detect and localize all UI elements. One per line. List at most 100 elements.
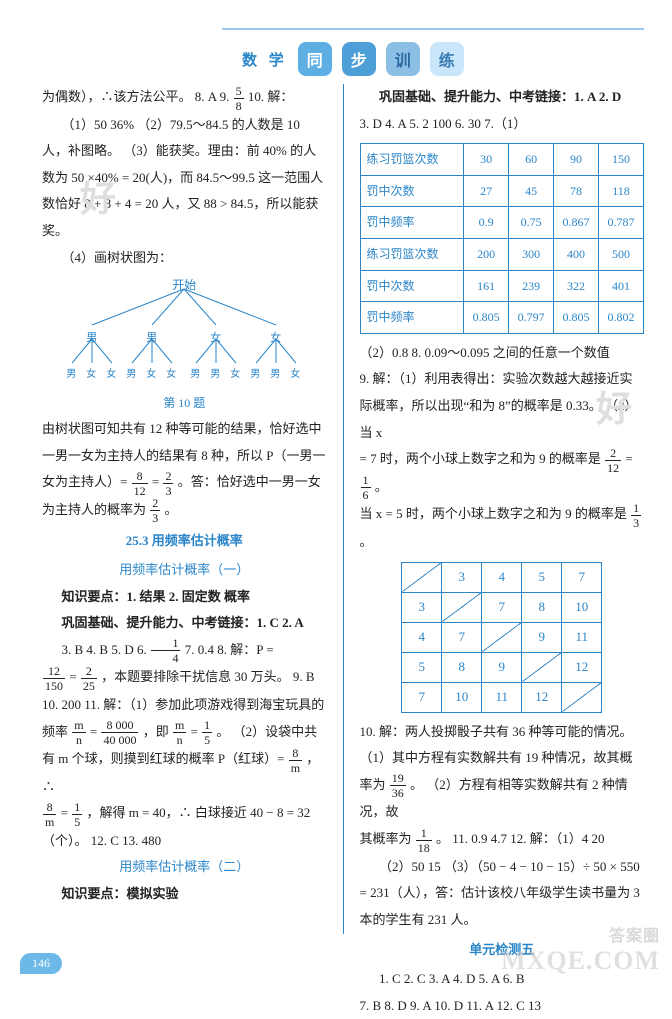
sum-grid: 34573781047911589127101112 xyxy=(401,562,602,713)
table-cell: 罚中次数 xyxy=(360,175,464,207)
line3: 3. B 4. B 5. D 6. 14 7. 0.4 8. 解：P = xyxy=(42,637,327,665)
badge-4: 练 xyxy=(430,42,464,76)
num: 1 xyxy=(631,502,641,516)
table-cell: 练习罚篮次数 xyxy=(360,239,464,271)
line7: 8m = 15 ，解得 m = 40，∴ 白球接近 40 − 8 = 32 xyxy=(42,800,327,828)
tree-l2: 女 xyxy=(146,365,156,386)
grid-cell: 3 xyxy=(402,592,442,622)
table-cell: 罚中频率 xyxy=(360,207,464,239)
grid-cell xyxy=(442,592,482,622)
tree-diagram: 开始 男 男 女 女 xyxy=(54,277,314,387)
num: 8 xyxy=(43,801,56,815)
table-cell: 300 xyxy=(509,239,554,271)
grid-cell xyxy=(562,682,602,712)
fraction: mn xyxy=(173,719,186,746)
text: 3. B 4. B 5. D 6. xyxy=(62,642,150,657)
tree-root: 开始 xyxy=(172,273,196,298)
num: 1 xyxy=(72,801,82,815)
text: 有 m 个球，则摸到红球的概率 P（红球）= xyxy=(42,751,288,766)
num: 1 xyxy=(151,637,181,651)
fraction: 58 xyxy=(234,85,244,112)
right-p6: 其概率为 118 。 11. 0.9 4.7 12. 解：（1）4 20 xyxy=(360,826,645,854)
left-p1: 为偶数），∴该方法公平。 8. A 9. 58 10. 解： xyxy=(42,84,327,112)
grid-cell: 12 xyxy=(522,682,562,712)
den: 36 xyxy=(390,786,406,799)
content-columns: 为偶数），∴该方法公平。 8. A 9. 58 10. 解： （1）50 36%… xyxy=(42,84,644,934)
table-cell: 0.867 xyxy=(554,207,599,239)
table-cell: 0.805 xyxy=(554,302,599,334)
den: 5 xyxy=(202,733,212,746)
grid-header: 3 xyxy=(442,562,482,592)
header-title: 数 学 同 步 训 练 xyxy=(242,42,464,76)
left-p2: （1）50 36% （2）79.5～84.5 的人数是 10 人，补图略。 （3… xyxy=(42,112,327,245)
grid-cell: 9 xyxy=(482,652,522,682)
text: 其概率为 xyxy=(360,831,415,846)
fraction: 118 xyxy=(416,827,432,854)
badge-1: 同 xyxy=(298,42,332,76)
right-p3d: 当 x = 5 时，两个小球上数字之和为 9 的概率是 13 。 xyxy=(360,501,645,555)
grid-cell: 7 xyxy=(402,682,442,712)
num: 1 xyxy=(202,719,212,733)
page: 数 学 同 步 训 练 好 好 为偶数），∴该方法公平。 8. A 9. 58 … xyxy=(0,0,672,986)
grid-header: 7 xyxy=(562,562,602,592)
grid-cell: 10 xyxy=(442,682,482,712)
text: 。 xyxy=(360,534,373,549)
right-p3b: = 7 时，两个小球上数字之和为 9 的概率是 212 = 16 。 xyxy=(360,446,645,501)
line4: 12150 = 225 ，本题要排除干扰信息 30 万头。 9. B xyxy=(42,664,327,692)
num: m xyxy=(72,719,85,733)
left-column: 为偶数），∴该方法公平。 8. A 9. 58 10. 解： （1）50 36%… xyxy=(42,84,327,934)
table-cell: 0.75 xyxy=(509,207,554,239)
table-cell: 0.802 xyxy=(599,302,644,334)
table-cell: 0.805 xyxy=(464,302,509,334)
badge-3: 训 xyxy=(386,42,420,76)
table-cell: 118 xyxy=(599,175,644,207)
fraction: 812 xyxy=(132,470,148,497)
gong-line: 巩固基础、提升能力、中考链接：1. C 2. A xyxy=(42,610,327,637)
table-cell: 0.9 xyxy=(464,207,509,239)
text: 巩固基础、提升能力、中考链接：1. A 2. D xyxy=(379,89,621,104)
text: ，本题要排除干扰信息 30 万头。 9. B xyxy=(101,669,314,684)
kp-line: 知识要点：1. 结果 2. 固定数 概率 xyxy=(42,584,327,611)
text: ，即 xyxy=(143,724,172,739)
tree-l1: 男 xyxy=(86,327,97,350)
table-cell: 0.787 xyxy=(599,207,644,239)
den: 25 xyxy=(81,679,97,692)
num: 8 xyxy=(289,747,302,761)
table-cell: 罚中频率 xyxy=(360,302,464,334)
tree-l2: 男 xyxy=(250,365,260,386)
fraction: 8m xyxy=(289,747,302,774)
text: 7. 0.4 8. 解：P = xyxy=(185,642,274,657)
table-cell: 罚中次数 xyxy=(360,270,464,302)
den: 3 xyxy=(150,511,160,524)
tree-l1: 女 xyxy=(210,327,221,350)
num: 2 xyxy=(605,447,621,461)
den: 12 xyxy=(132,484,148,497)
tree-l2: 女 xyxy=(86,365,96,386)
text: 。 xyxy=(375,479,388,494)
table-cell: 161 xyxy=(464,270,509,302)
kp2: 知识要点：模拟实验 xyxy=(42,881,327,908)
den: 4 xyxy=(151,651,181,664)
den: m xyxy=(43,815,56,828)
right-top: 巩固基础、提升能力、中考链接：1. A 2. D xyxy=(360,84,645,111)
text: = 7 时，两个小球上数字之和为 9 的概率是 xyxy=(360,451,605,466)
frequency-table: 练习罚篮次数306090150罚中次数274578118罚中频率0.90.750… xyxy=(360,143,645,334)
watermark: 答案圈 MXQE.COM xyxy=(501,922,660,976)
tree-l1: 男 xyxy=(146,327,157,350)
text: 为偶数），∴该方法公平。 8. A 9. xyxy=(42,89,233,104)
text: ，解得 m = 40，∴ 白球接近 40 − 8 = 32 xyxy=(86,805,310,820)
den: 40 000 xyxy=(101,733,138,746)
tree-l2: 男 xyxy=(66,365,76,386)
fraction: 8 00040 000 xyxy=(101,719,138,746)
line6: 有 m 个球，则摸到红球的概率 P（红球）= 8m ，∴ xyxy=(42,746,327,800)
grid-header: 4 xyxy=(482,562,522,592)
num: 19 xyxy=(390,772,406,786)
den: 8 xyxy=(234,99,244,112)
table-cell: 27 xyxy=(464,175,509,207)
text: 。 （2）设袋中共 xyxy=(216,724,317,739)
text: = xyxy=(191,724,202,739)
subsection-a: 用频率估计概率（一） xyxy=(42,557,327,584)
watermark-text: MXQE.COM xyxy=(501,946,660,975)
num: 8 xyxy=(132,470,148,484)
section-25-3: 25.3 用频率估计概率 xyxy=(42,528,327,555)
